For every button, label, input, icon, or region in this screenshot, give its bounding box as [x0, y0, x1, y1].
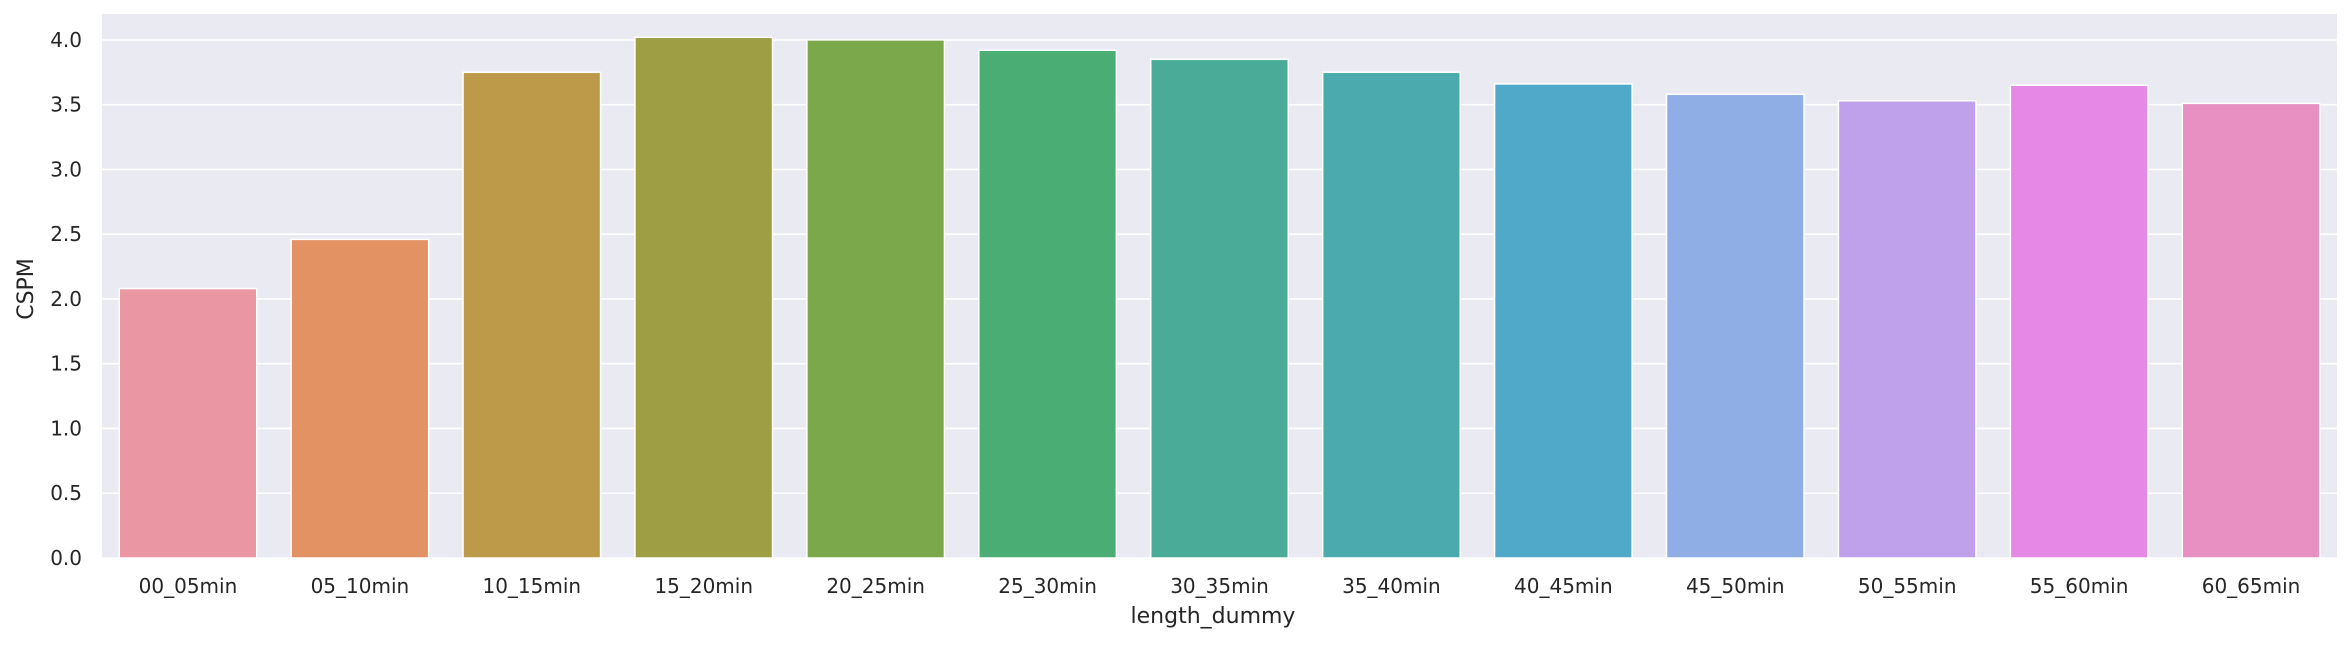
bar-60_65min [2181, 102, 2321, 559]
x-tick-label: 30_35min [1170, 574, 1269, 598]
y-tick-label: 4.0 [50, 28, 82, 52]
y-axis-label: CSPM [14, 258, 39, 320]
bar-10_15min [462, 71, 602, 559]
bar-45_50min [1665, 93, 1805, 559]
x-axis-label: length_dummy [1131, 604, 1296, 629]
bar-25_30min [978, 49, 1118, 559]
x-tick-label: 60_65min [2202, 574, 2301, 598]
bars [118, 36, 2321, 559]
x-tick-label: 35_40min [1342, 574, 1441, 598]
x-tick-label: 05_10min [311, 574, 410, 598]
bar-00_05min [118, 287, 258, 559]
y-tick-labels: 0.0 0.5 1.0 1.5 2.0 2.5 3.0 3.5 4.0 [50, 28, 82, 570]
x-tick-label: 50_55min [1858, 574, 1957, 598]
bar-40_45min [1493, 83, 1633, 559]
y-tick-label: 0.0 [50, 546, 82, 570]
x-tick-label: 00_05min [139, 574, 238, 598]
y-tick-label: 2.0 [50, 287, 82, 311]
x-tick-labels: 00_05min 05_10min 10_15min 15_20min 20_25min… [139, 574, 2301, 598]
bar-50_55min [1837, 100, 1977, 559]
x-tick-label: 25_30min [998, 574, 1097, 598]
x-tick-label: 45_50min [1686, 574, 1785, 598]
bar-30_35min [1149, 58, 1290, 559]
bar-35_40min [1321, 71, 1461, 559]
x-tick-label: 10_15min [482, 574, 581, 598]
x-tick-label: 15_20min [654, 574, 753, 598]
x-tick-label: 55_60min [2030, 574, 2129, 598]
x-tick-label: 20_25min [826, 574, 925, 598]
bar-05_10min [290, 238, 430, 559]
y-tick-label: 2.5 [50, 222, 82, 246]
y-tick-label: 0.5 [50, 481, 82, 505]
bar-55_60min [2009, 84, 2149, 559]
x-tick-label: 40_45min [1514, 574, 1613, 598]
y-tick-label: 1.5 [50, 352, 82, 376]
bar-20_25min [806, 39, 946, 559]
y-tick-label: 3.5 [50, 93, 82, 117]
bar-15_20min [634, 36, 774, 559]
y-tick-label: 1.0 [50, 416, 82, 440]
y-tick-label: 3.0 [50, 157, 82, 181]
